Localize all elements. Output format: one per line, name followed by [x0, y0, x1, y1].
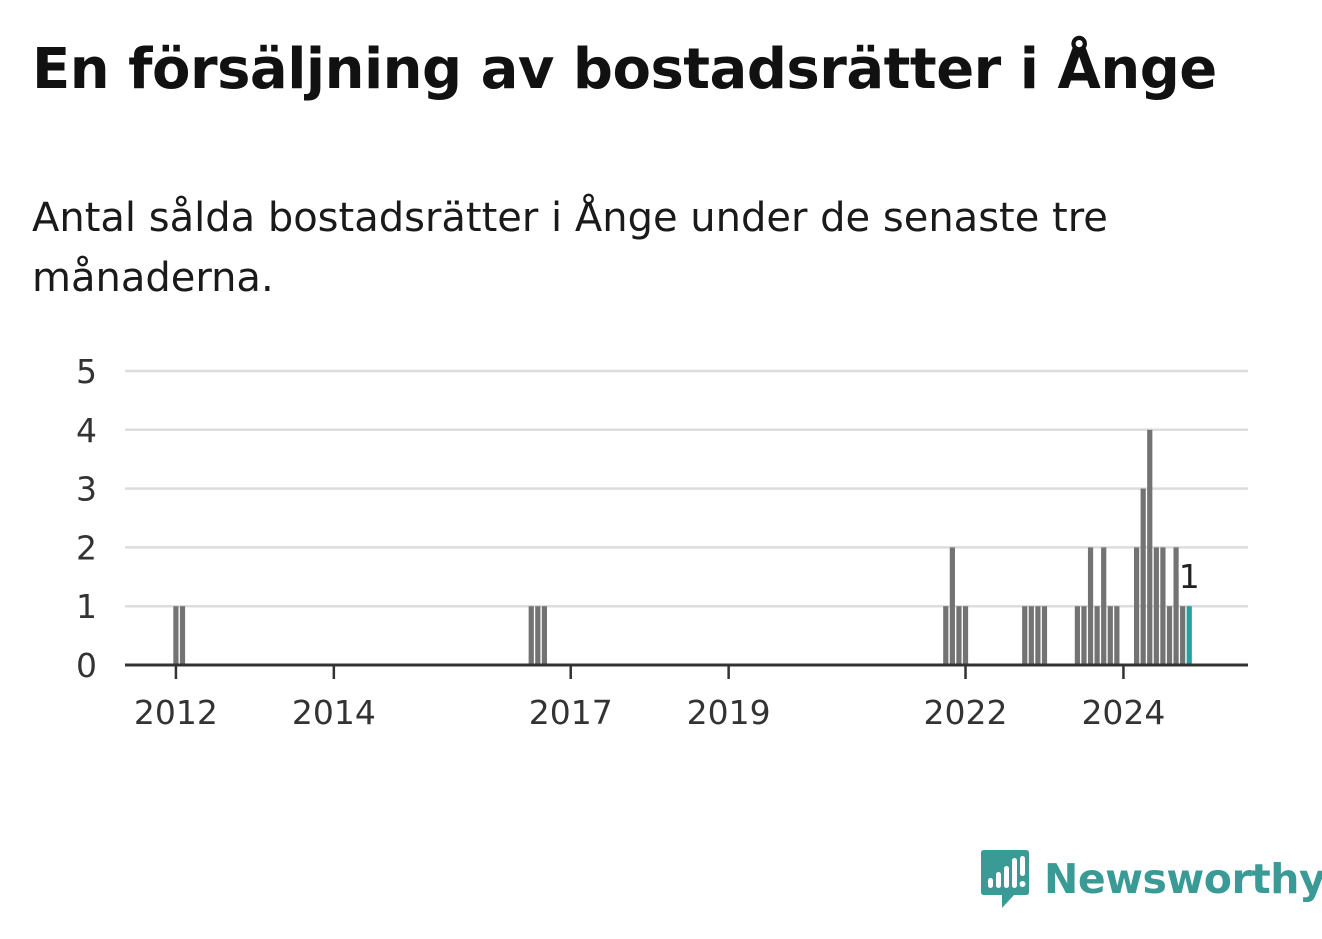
bar	[1028, 606, 1034, 665]
x-axis-ticks: 2012 2014 2017 2019 2022 2024	[134, 665, 1165, 732]
bar	[949, 547, 955, 665]
y-tick-label: 1	[76, 587, 97, 626]
bar	[1166, 606, 1173, 665]
bar	[173, 606, 179, 665]
bar	[179, 606, 186, 665]
bar	[1087, 547, 1094, 665]
data-labels: 1	[1175, 554, 1203, 600]
x-tick-label: 2014	[292, 693, 376, 732]
newsworthy-logo: Newsworthy	[980, 848, 1322, 910]
y-tick-label: 2	[76, 528, 97, 567]
bar	[1180, 606, 1186, 665]
chart-subtitle: Antal sålda bostadsrätter i Ånge under d…	[32, 195, 1108, 301]
bar	[1140, 488, 1146, 665]
bar	[1022, 606, 1028, 665]
bar	[1081, 606, 1087, 665]
bar	[1114, 606, 1120, 665]
bar	[1134, 547, 1140, 665]
bar	[1147, 429, 1153, 665]
bar	[1160, 547, 1166, 665]
bar	[1173, 547, 1179, 665]
data-label: 1	[1179, 557, 1200, 596]
chart-title: En försäljning av bostadsrätter i Ånge	[32, 37, 1217, 102]
bar	[1107, 606, 1113, 665]
gridlines	[125, 369, 1248, 608]
y-tick-label: 4	[76, 411, 97, 450]
bar-highlight	[1186, 606, 1192, 665]
x-tick-label: 2017	[529, 693, 613, 732]
bar	[956, 606, 962, 665]
bar	[1153, 547, 1159, 665]
x-tick-label: 2024	[1081, 693, 1165, 732]
bar	[528, 606, 534, 665]
bar	[541, 606, 547, 665]
y-axis-ticks: 0 1 2 3 4 5	[76, 352, 97, 685]
bar	[1074, 606, 1080, 665]
y-tick-label: 5	[76, 352, 97, 391]
bar	[943, 606, 949, 665]
bar	[1041, 606, 1048, 665]
bars	[173, 429, 1192, 665]
y-tick-label: 3	[76, 470, 97, 509]
y-tick-label: 0	[76, 646, 97, 685]
newsworthy-logo-icon	[981, 850, 1029, 908]
newsworthy-logo-text: Newsworthy	[1044, 855, 1322, 903]
x-tick-label: 2022	[924, 693, 1008, 732]
bar	[1101, 547, 1107, 665]
x-tick-label: 2019	[687, 693, 771, 732]
bar	[535, 606, 541, 665]
bar	[1035, 606, 1041, 665]
x-tick-label: 2012	[134, 693, 218, 732]
bar	[962, 606, 969, 665]
bar	[1094, 606, 1100, 665]
